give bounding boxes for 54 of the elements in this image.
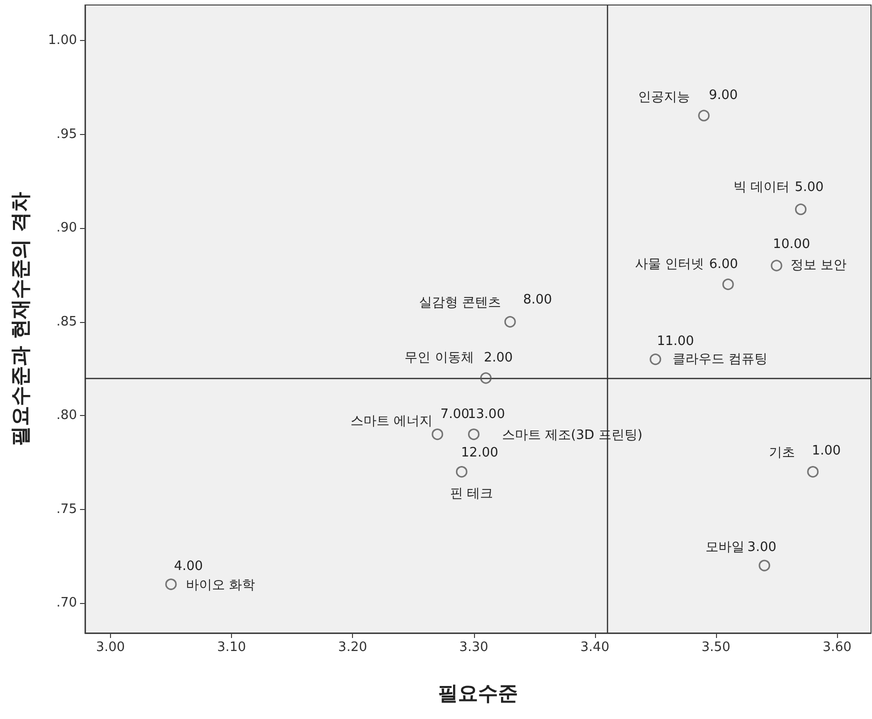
y-tick-label: .80 (56, 408, 77, 424)
annotation: 기초 (768, 445, 795, 460)
x-tick-label: 3.20 (338, 640, 368, 655)
annotation: 클라우드 컴퓨팅 (672, 352, 768, 367)
annotation: 사물 인터넷 (634, 256, 704, 272)
y-axis-title: 필요수준과 현재수준의 격차 (8, 192, 32, 446)
point (770, 260, 782, 272)
annotation: 핀 테크 (450, 486, 494, 502)
annotation: 1.00 (812, 443, 841, 458)
annotation: 11.00 (656, 334, 694, 349)
y-tick-label: 1.00 (48, 33, 77, 48)
point (758, 560, 770, 572)
annotation: 빅 데이터 (734, 180, 790, 195)
annotation: 바이오 화학 (186, 578, 256, 593)
annotation: 실감형 콘텐츠 (418, 295, 502, 310)
x-tick-label: 3.30 (459, 640, 488, 655)
annotation: 6.00 (709, 256, 738, 272)
annotation: 10.00 (772, 237, 810, 252)
x-tick-label: 3.10 (217, 640, 246, 655)
x-tick-label: 3.40 (580, 640, 610, 655)
x-tick-label: 3.50 (702, 640, 730, 655)
annotation: 4.00 (174, 558, 203, 574)
annotation: 9.00 (708, 88, 738, 104)
annotation: 13.00 (468, 406, 505, 422)
annotation: 12.00 (461, 445, 498, 460)
annotation: 7.00 (440, 406, 470, 422)
point (698, 110, 710, 122)
x-tick-label: 3.60 (822, 640, 852, 655)
y-tick-label: .75 (56, 502, 77, 517)
annotation: 모바일 (705, 540, 744, 556)
annotation: 인공지능 (638, 90, 690, 106)
point (480, 372, 492, 384)
y-tick-label: .95 (56, 126, 77, 142)
point (650, 354, 662, 366)
annotation: 스마트 에너지 (350, 414, 432, 429)
annotation: 정보 보안 (790, 258, 847, 274)
annotation: 2.00 (484, 350, 513, 366)
point (795, 204, 807, 216)
x-tick-label: 3.00 (96, 640, 125, 655)
annotation: 3.00 (747, 540, 776, 556)
x-axis-title: 필요수준 (438, 681, 518, 705)
y-tick-label: .90 (56, 220, 77, 236)
point (165, 578, 177, 590)
point (468, 428, 480, 440)
point (807, 466, 819, 478)
point (432, 428, 444, 440)
y-tick-label: .70 (56, 596, 77, 611)
point (456, 466, 468, 478)
point (504, 316, 516, 328)
annotation: 무인 이동체 (404, 350, 474, 366)
y-tick-label: .85 (56, 314, 77, 330)
point (722, 278, 734, 290)
annotation: 8.00 (523, 292, 552, 308)
annotation: 5.00 (794, 180, 824, 195)
